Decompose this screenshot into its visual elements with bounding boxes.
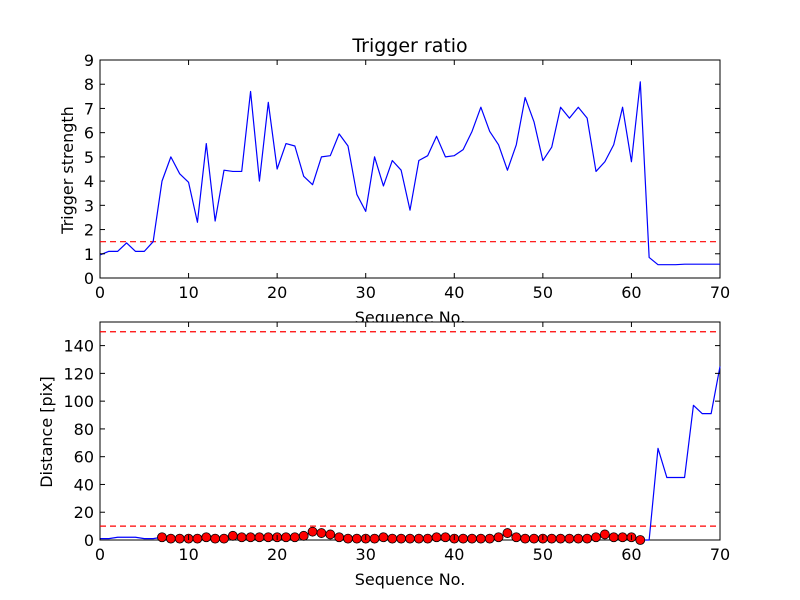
y-tick-label: 9: [84, 51, 94, 70]
data-point: [608, 532, 619, 543]
data-point: [396, 533, 407, 544]
x-tick-label: 20: [267, 545, 287, 564]
bottom-x-axis-label: Sequence No.: [355, 570, 466, 589]
x-tick-label: 40: [444, 545, 464, 564]
y-tick-label: 5: [84, 148, 94, 167]
series-line: [99, 81, 720, 266]
top-y-axis-label: Trigger strength: [58, 106, 77, 235]
x-tick-label: 30: [356, 545, 376, 564]
data-point: [227, 530, 238, 541]
x-tick-label: 30: [356, 283, 376, 302]
plot-area: [99, 321, 721, 541]
data-point: [405, 533, 415, 544]
y-tick-label: 2: [84, 221, 94, 240]
x-tick-label: 10: [178, 283, 198, 302]
data-point: [467, 533, 477, 544]
x-tick-label: 0: [95, 283, 105, 302]
x-tick-label: 50: [533, 545, 553, 564]
data-point: [254, 532, 265, 543]
data-point: [440, 532, 451, 543]
y-tick-label: 8: [84, 75, 94, 94]
data-point: [413, 533, 424, 544]
data-point: [201, 532, 212, 543]
data-point: [157, 532, 167, 543]
data-point: [617, 532, 628, 543]
data-point: [289, 532, 300, 543]
x-tick-label: 60: [621, 545, 641, 564]
data-point: [165, 533, 176, 544]
data-point: [378, 532, 389, 543]
data-point: [192, 533, 203, 544]
data-point: [635, 535, 646, 545]
data-point: [582, 533, 593, 544]
data-point: [511, 532, 522, 543]
data-point: [236, 532, 247, 543]
data-point: [520, 533, 531, 544]
y-tick-label: 0: [84, 269, 94, 288]
y-tick-label: 100: [63, 392, 94, 411]
x-tick-label: 50: [533, 283, 553, 302]
data-point: [591, 532, 601, 543]
data-point: [475, 533, 486, 544]
data-point: [493, 532, 504, 543]
data-point: [599, 529, 610, 540]
data-point: [431, 532, 442, 543]
data-point: [343, 533, 353, 544]
data-point: [334, 532, 345, 543]
x-tick-label: 10: [178, 545, 198, 564]
y-tick-label: 6: [84, 124, 94, 143]
distance-subplot: Sequence No. Distance [pix] 0 10 20 30 40 50 6…: [37, 321, 730, 589]
y-tick-label: 40: [74, 475, 94, 494]
data-point: [210, 533, 221, 544]
data-point: [458, 533, 469, 544]
y-tick-label: 20: [74, 503, 94, 522]
x-tick-label: 40: [444, 283, 464, 302]
y-tick-label: 140: [63, 337, 94, 356]
y-tick-label: 60: [74, 448, 94, 467]
data-point: [529, 533, 539, 544]
data-point: [564, 533, 575, 544]
bottom-plot-marks: 0 10 20 30 40 50 60 70 0 20 40 60 80 100 120 140: [63, 321, 730, 564]
x-tick-label: 20: [267, 283, 287, 302]
data-point: [502, 528, 513, 538]
y-tick-label: 80: [74, 420, 94, 439]
trigger-ratio-subplot: Trigger ratio Sequence No. Trigger stren…: [58, 35, 730, 327]
data-point: [174, 533, 185, 544]
x-tick-label: 70: [710, 283, 730, 302]
data-point: [325, 529, 336, 540]
data-point: [387, 533, 398, 544]
data-point: [245, 532, 256, 543]
data-point: [307, 526, 318, 537]
x-tick-label: 70: [710, 545, 730, 564]
x-tick-label: 0: [95, 545, 105, 564]
data-point: [351, 533, 362, 544]
data-point: [263, 532, 274, 543]
data-point: [281, 532, 291, 543]
data-point: [422, 533, 433, 544]
y-tick-label: 0: [84, 531, 94, 550]
data-point: [546, 533, 557, 544]
data-point: [369, 533, 380, 544]
data-point: [573, 533, 584, 544]
data-point: [555, 533, 566, 544]
data-point: [219, 533, 229, 544]
data-point: [298, 530, 309, 541]
plot-area: [99, 59, 721, 279]
y-tick-label: 3: [84, 196, 94, 215]
y-tick-label: 4: [84, 172, 94, 191]
y-tick-label: 120: [63, 364, 94, 383]
y-tick-label: 1: [84, 245, 94, 264]
chart-title: Trigger ratio: [351, 35, 467, 57]
data-point: [316, 528, 327, 538]
y-tick-label: 7: [84, 99, 94, 118]
x-tick-label: 60: [621, 283, 641, 302]
bottom-y-axis-label: Distance [pix]: [37, 376, 56, 488]
data-point: [484, 533, 495, 544]
